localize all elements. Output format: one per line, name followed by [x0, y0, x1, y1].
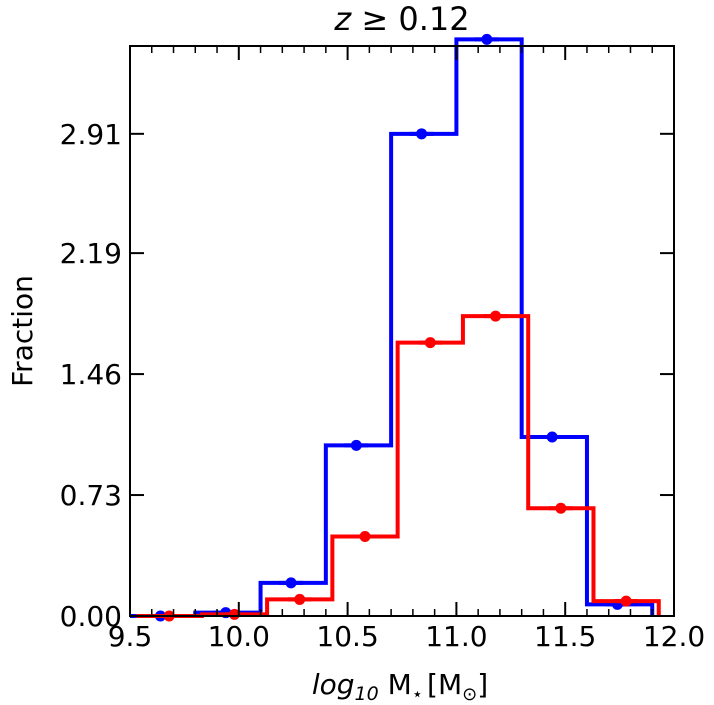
y-axis-title: Fraction — [6, 275, 39, 387]
data-point-series-1 — [490, 310, 502, 322]
data-point-series-1 — [294, 593, 306, 605]
x-axis-title-log-base: 10 — [355, 683, 379, 705]
x-axis-title: log10 M⋆ [M⊙] — [312, 668, 488, 705]
x-axis-title-mass: M — [379, 668, 412, 701]
x-axis-title-sun: ⊙ — [462, 684, 477, 705]
data-point-series-1 — [555, 502, 567, 514]
histogram-series-1 — [136, 314, 661, 618]
x-tick-label: 12.0 — [643, 620, 705, 653]
plot-frame — [129, 45, 675, 617]
x-tick-label: 9.5 — [108, 620, 153, 653]
y-tick-label: 2.91 — [60, 118, 122, 151]
plot-content — [130, 33, 661, 622]
chart-title-variable: z — [333, 0, 352, 38]
x-tick-label: 11.5 — [534, 620, 596, 653]
x-tick-label: 11.0 — [425, 620, 487, 653]
y-tick-label: 0.73 — [60, 479, 122, 512]
data-point-series-1 — [620, 595, 632, 607]
y-tick-label: 2.19 — [60, 237, 122, 270]
axes: 0.00 0.73 1.46 2.19 2.91 9.5 10.0 10.5 11.0 11.5 1… — [60, 45, 705, 653]
data-point-series-1 — [228, 608, 240, 620]
data-point-series-1 — [359, 530, 371, 542]
data-point-series-1 — [424, 337, 436, 349]
data-point-series-0 — [285, 577, 297, 589]
data-point-series-0 — [350, 439, 362, 451]
x-tick-label: 10.5 — [316, 620, 378, 653]
x-axis-title-log: log — [312, 668, 355, 701]
chart-title-condition: ≥ 0.12 — [351, 0, 469, 38]
x-axis-title-star: ⋆ — [412, 684, 423, 705]
y-tick-label: 1.46 — [60, 358, 122, 391]
data-point-series-0 — [546, 431, 558, 443]
histogram-series-0 — [130, 37, 655, 618]
data-point-series-0 — [481, 33, 493, 45]
x-axis-title-unit-close: ] — [477, 668, 488, 701]
x-axis-title-unit-open: [M — [427, 668, 462, 701]
chart-title: z ≥ 0.12 — [333, 0, 469, 38]
data-point-series-0 — [416, 128, 428, 140]
x-tick-label: 10.0 — [208, 620, 270, 653]
y-tick-label: 0.00 — [60, 600, 122, 633]
